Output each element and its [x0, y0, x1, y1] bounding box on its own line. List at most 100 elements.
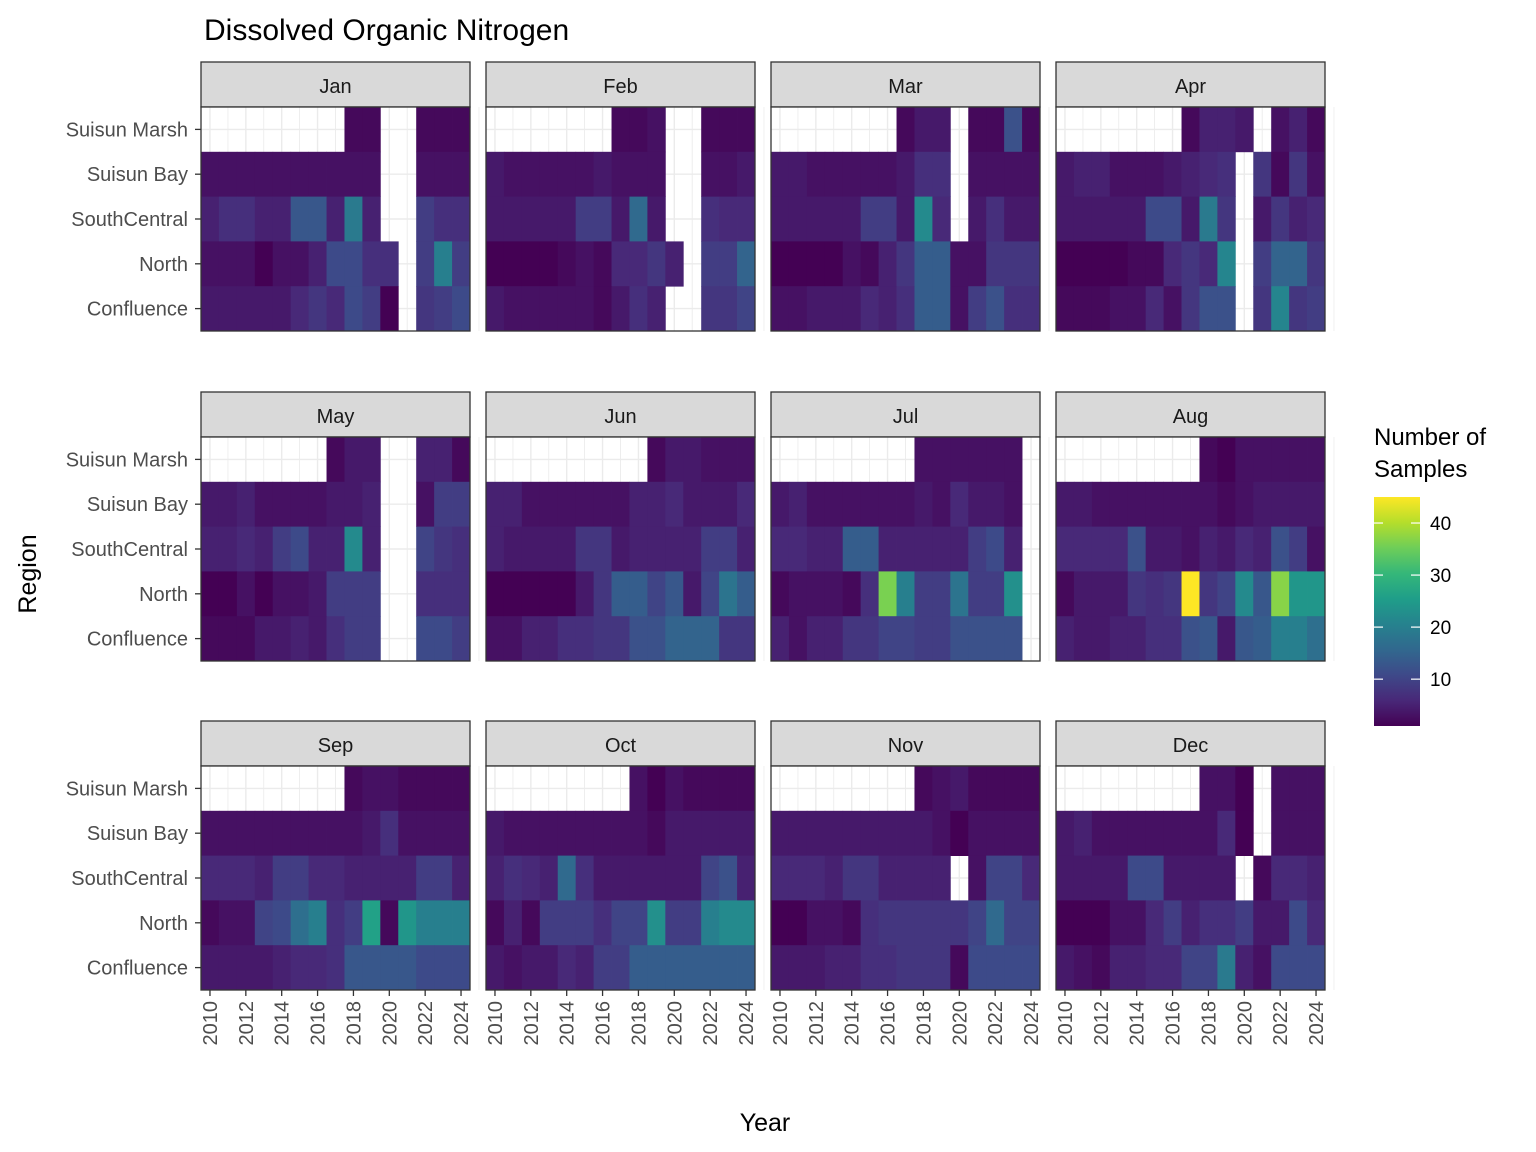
heatmap-tile [824, 241, 844, 287]
heatmap-tile [1004, 766, 1023, 812]
heatmap-tile [254, 526, 274, 572]
heatmap-tile [539, 526, 559, 572]
heatmap-tile [218, 571, 238, 617]
facet-panels: Jan Suisun Marsh Suisun Bay SouthCentral Nor… [66, 61, 1335, 1046]
heatmap-tile [308, 571, 327, 617]
heatmap-tile [737, 810, 756, 856]
heatmap-tile [218, 241, 238, 287]
heatmap-tile [701, 151, 720, 197]
heatmap-tile [344, 196, 363, 242]
heatmap-tile [557, 481, 577, 527]
heatmap-tile [860, 481, 879, 527]
heatmap-tile [1271, 107, 1290, 153]
facet-strip-label: May [317, 406, 355, 428]
heatmap-tile [1163, 286, 1182, 332]
heatmap-tile [611, 616, 630, 662]
heatmap-tile [1289, 571, 1308, 617]
heatmap-tile [503, 151, 523, 197]
heatmap-tile [1271, 526, 1290, 572]
heatmap-tile [1022, 286, 1041, 332]
heatmap-tile [593, 855, 612, 901]
heatmap-tile [362, 945, 381, 991]
heatmap-tile [539, 196, 559, 242]
heatmap-tile [1127, 286, 1147, 332]
heatmap-tile [788, 241, 808, 287]
heatmap-tile [1181, 196, 1200, 242]
heatmap-tile [539, 900, 559, 946]
heatmap-tile [1217, 900, 1236, 946]
heatmap-tile [1073, 945, 1093, 991]
facet-apr: Apr [1055, 61, 1335, 332]
heatmap-tile [1163, 616, 1182, 662]
heatmap-tile [326, 241, 345, 287]
heatmap-tile [683, 616, 702, 662]
facet-strip-label: Jul [893, 406, 919, 428]
heatmap-tile [878, 196, 897, 242]
heatmap-tile [1253, 945, 1272, 991]
heatmap-tile [647, 766, 666, 812]
heatmap-tile [842, 810, 862, 856]
heatmap-tile [1163, 855, 1182, 901]
heatmap-tile [860, 241, 879, 287]
heatmap-tile [218, 286, 238, 332]
heatmap-tile [362, 616, 381, 662]
heatmap-tile [932, 241, 951, 287]
heatmap-tile [1199, 241, 1218, 287]
heatmap-tile [986, 437, 1005, 483]
heatmap-tile [362, 286, 381, 332]
heatmap-tile [737, 766, 756, 812]
heatmap-tile [486, 855, 505, 901]
heatmap-tile [254, 196, 274, 242]
heatmap-tile [236, 196, 256, 242]
heatmap-tile [950, 526, 969, 572]
heatmap-tile [647, 151, 666, 197]
heatmap-tile [968, 616, 987, 662]
heatmap-tile [308, 945, 327, 991]
legend-ticks: 10 20 30 40 [1374, 514, 1451, 691]
heatmap-tile [1217, 107, 1236, 153]
heatmap-tile [1181, 900, 1200, 946]
heatmap-tile [236, 286, 256, 332]
heatmap-tile [1271, 196, 1290, 242]
heatmap-tile [201, 241, 220, 287]
heatmap-tile [272, 481, 292, 527]
heatmap-tile [416, 945, 435, 991]
heatmap-tile [290, 151, 309, 197]
heatmap-tile [452, 855, 471, 901]
heatmap-tile [771, 526, 790, 572]
heatmap-tile [1056, 151, 1075, 197]
heatmap-tile [932, 766, 951, 812]
heatmap-tile [236, 571, 256, 617]
x-tick-label: 2012 [236, 1001, 258, 1046]
heatmap-tile [932, 945, 951, 991]
heatmap-tile [1307, 616, 1326, 662]
heatmap-tile [701, 241, 720, 287]
heatmap-tile [824, 945, 844, 991]
heatmap-tile [1289, 196, 1308, 242]
y-axis-title: Region [14, 534, 42, 613]
heatmap-tile [824, 900, 844, 946]
heatmap-tile [1073, 855, 1093, 901]
heatmap-tile [1022, 151, 1041, 197]
heatmap-tile [362, 526, 381, 572]
heatmap-tile [1091, 151, 1111, 197]
heatmap-tile [1271, 151, 1290, 197]
heatmap-tile [1056, 945, 1075, 991]
heatmap-tile [771, 945, 790, 991]
heatmap-tile [701, 481, 720, 527]
heatmap-tile [737, 900, 756, 946]
heatmap-tile [380, 855, 399, 901]
heatmap-tile [1253, 571, 1272, 617]
heatmap-tile [788, 151, 808, 197]
y-tick-label: Suisun Marsh [66, 119, 188, 141]
x-tick-label: 2012 [1091, 1001, 1113, 1046]
x-tick-label: 2022 [700, 1001, 722, 1046]
heatmap-tile [308, 900, 327, 946]
heatmap-tile [557, 526, 577, 572]
heatmap-tile [1289, 286, 1308, 332]
heatmap-tile [1307, 766, 1326, 812]
heatmap-tile [842, 286, 862, 332]
heatmap-tile [521, 481, 541, 527]
panel-border [485, 106, 756, 332]
heatmap-tile [719, 107, 738, 153]
